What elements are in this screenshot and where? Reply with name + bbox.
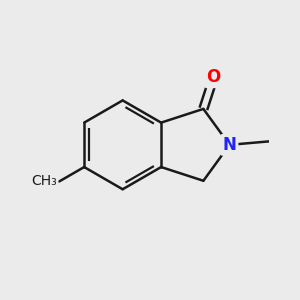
Text: CH₃: CH₃ [31, 175, 57, 188]
Text: O: O [206, 68, 221, 86]
Text: N: N [223, 136, 236, 154]
